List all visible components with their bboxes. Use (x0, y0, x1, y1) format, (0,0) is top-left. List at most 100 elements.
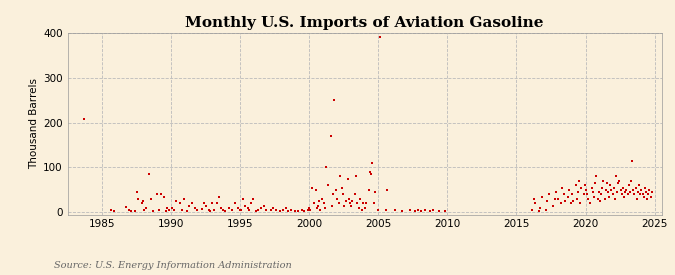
Point (603, 190, 614, 194)
Point (219, 209, 230, 213)
Point (549, 197, 560, 201)
Point (327, 192, 338, 197)
Point (630, 185, 641, 190)
Point (218, 208, 229, 212)
Point (158, 194, 169, 199)
Point (319, 206, 330, 210)
Point (564, 188, 574, 192)
Title: Monthly U.S. Imports of Aviation Gasoline: Monthly U.S. Imports of Aviation Gasolin… (185, 16, 544, 31)
Point (628, 188, 639, 192)
Point (381, 188, 392, 192)
Point (321, 165, 331, 170)
Point (338, 192, 348, 197)
Point (416, 209, 427, 213)
Point (304, 208, 315, 212)
Point (644, 188, 655, 192)
Point (575, 201, 586, 205)
Point (79, 117, 90, 121)
Point (261, 208, 271, 212)
Point (616, 192, 627, 197)
Point (290, 209, 300, 213)
Point (537, 194, 547, 199)
Point (326, 203, 337, 208)
Point (303, 206, 314, 210)
Point (286, 208, 297, 212)
Point (631, 197, 642, 201)
Point (171, 199, 182, 203)
Point (124, 208, 134, 212)
Point (311, 206, 322, 210)
Point (582, 192, 593, 197)
Point (280, 206, 291, 210)
Point (166, 206, 177, 210)
Point (647, 190, 657, 194)
Point (205, 209, 215, 213)
Point (352, 201, 362, 205)
Point (556, 201, 566, 205)
Point (535, 206, 545, 210)
Point (623, 183, 634, 188)
Point (246, 201, 256, 205)
Point (138, 208, 149, 212)
Point (424, 209, 435, 213)
Point (132, 190, 142, 194)
Point (332, 197, 343, 201)
Point (177, 208, 188, 213)
Point (551, 190, 562, 194)
Point (541, 208, 551, 212)
Point (302, 208, 313, 212)
Point (315, 208, 325, 212)
Point (620, 190, 630, 194)
Point (271, 208, 282, 212)
Point (164, 208, 175, 212)
Point (618, 185, 628, 190)
Point (182, 209, 192, 213)
Point (133, 197, 144, 201)
Point (209, 208, 219, 212)
Point (169, 208, 180, 212)
Point (622, 192, 633, 197)
Point (559, 192, 570, 197)
Point (242, 206, 253, 210)
Point (329, 98, 340, 102)
Point (154, 208, 165, 212)
Point (578, 192, 589, 197)
Point (373, 208, 383, 212)
Point (162, 206, 173, 210)
Point (584, 201, 595, 205)
Point (637, 192, 648, 197)
Point (187, 201, 198, 205)
Point (591, 174, 602, 178)
Point (641, 190, 651, 194)
Point (240, 203, 250, 208)
Point (632, 190, 643, 194)
Y-axis label: Thousand Barrels: Thousand Barrels (29, 78, 39, 169)
Point (580, 183, 591, 188)
Point (580, 188, 591, 192)
Point (603, 194, 614, 199)
Point (562, 194, 573, 199)
Point (626, 179, 637, 183)
Point (344, 197, 354, 201)
Point (350, 174, 361, 178)
Point (318, 201, 329, 205)
Point (587, 185, 597, 190)
Point (259, 203, 269, 208)
Point (216, 206, 227, 210)
Point (611, 174, 622, 178)
Point (605, 183, 616, 188)
Point (568, 199, 579, 203)
Point (643, 192, 653, 197)
Point (369, 201, 379, 205)
Point (612, 190, 622, 194)
Point (572, 190, 583, 194)
Point (340, 199, 351, 203)
Point (547, 203, 558, 208)
Point (201, 203, 212, 208)
Point (576, 185, 587, 190)
Point (248, 197, 259, 201)
Point (570, 183, 581, 188)
Point (530, 201, 541, 205)
Point (179, 197, 190, 201)
Point (314, 199, 325, 203)
